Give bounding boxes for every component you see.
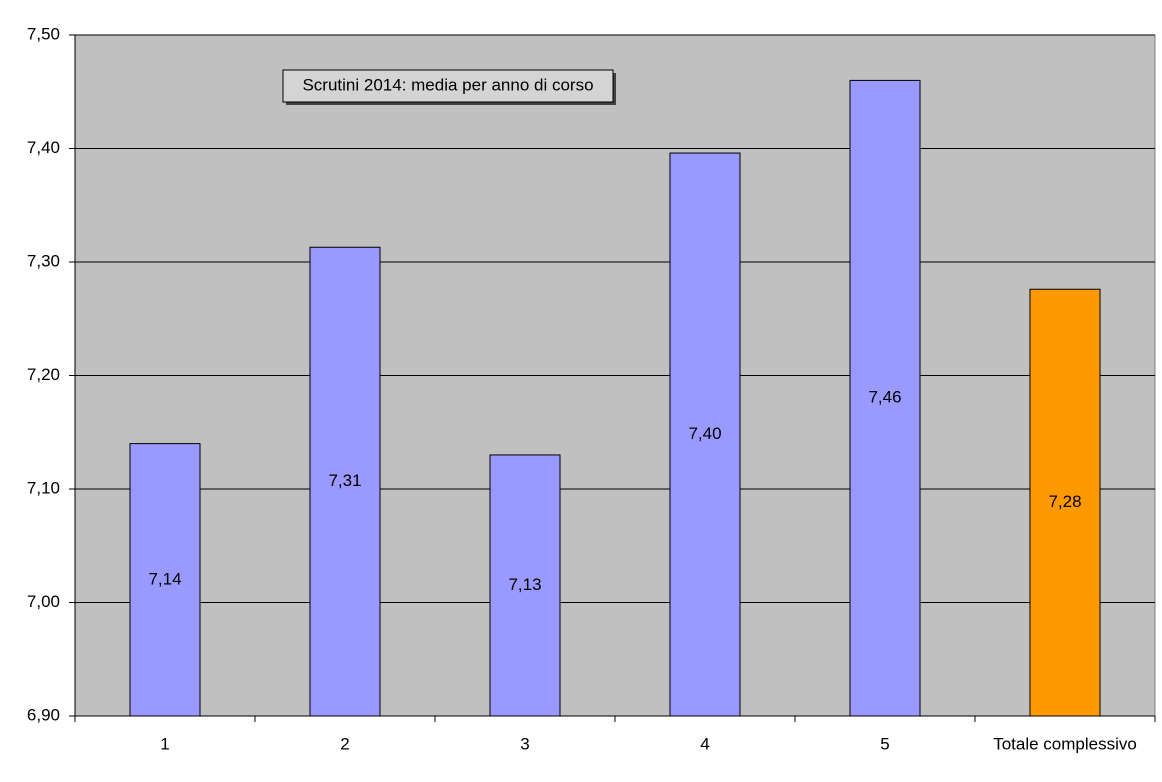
title-box	[282, 69, 614, 103]
bar	[849, 79, 921, 717]
bar	[489, 454, 561, 717]
bar	[1029, 288, 1101, 717]
y-tick-label: 7,20	[27, 365, 60, 384]
x-tick-label: Totale complessivo	[993, 734, 1137, 753]
chart-title: Scrutini 2014: media per anno di corso	[302, 75, 593, 94]
bar	[669, 152, 741, 717]
y-tick-label: 7,40	[27, 138, 60, 157]
y-tick-label: 7,30	[27, 251, 60, 270]
bar	[129, 443, 201, 717]
data-label: 7,14	[148, 569, 181, 588]
data-label: 7,46	[868, 388, 901, 407]
data-label: 7,40	[688, 424, 721, 443]
y-tick-label: 7,00	[27, 592, 60, 611]
data-label: 7,28	[1048, 492, 1081, 511]
x-tick-label: 4	[700, 734, 709, 753]
marks: 6,90 7,00 7,10 7,20 7,30 7,40 7,50 1 7,14 2 7,31 3 7…	[27, 24, 1156, 753]
y-tick-label: 6,90	[27, 705, 60, 724]
x-tick-label: 3	[520, 734, 529, 753]
data-label: 7,13	[508, 575, 541, 594]
x-tick-label: 5	[880, 734, 889, 753]
x-tick-label: 2	[340, 734, 349, 753]
data-label: 7,31	[328, 471, 361, 490]
y-tick-label: 7,50	[27, 24, 60, 43]
bar	[309, 246, 381, 717]
y-tick-label: 7,10	[27, 478, 60, 497]
x-tick-label: 1	[160, 734, 169, 753]
